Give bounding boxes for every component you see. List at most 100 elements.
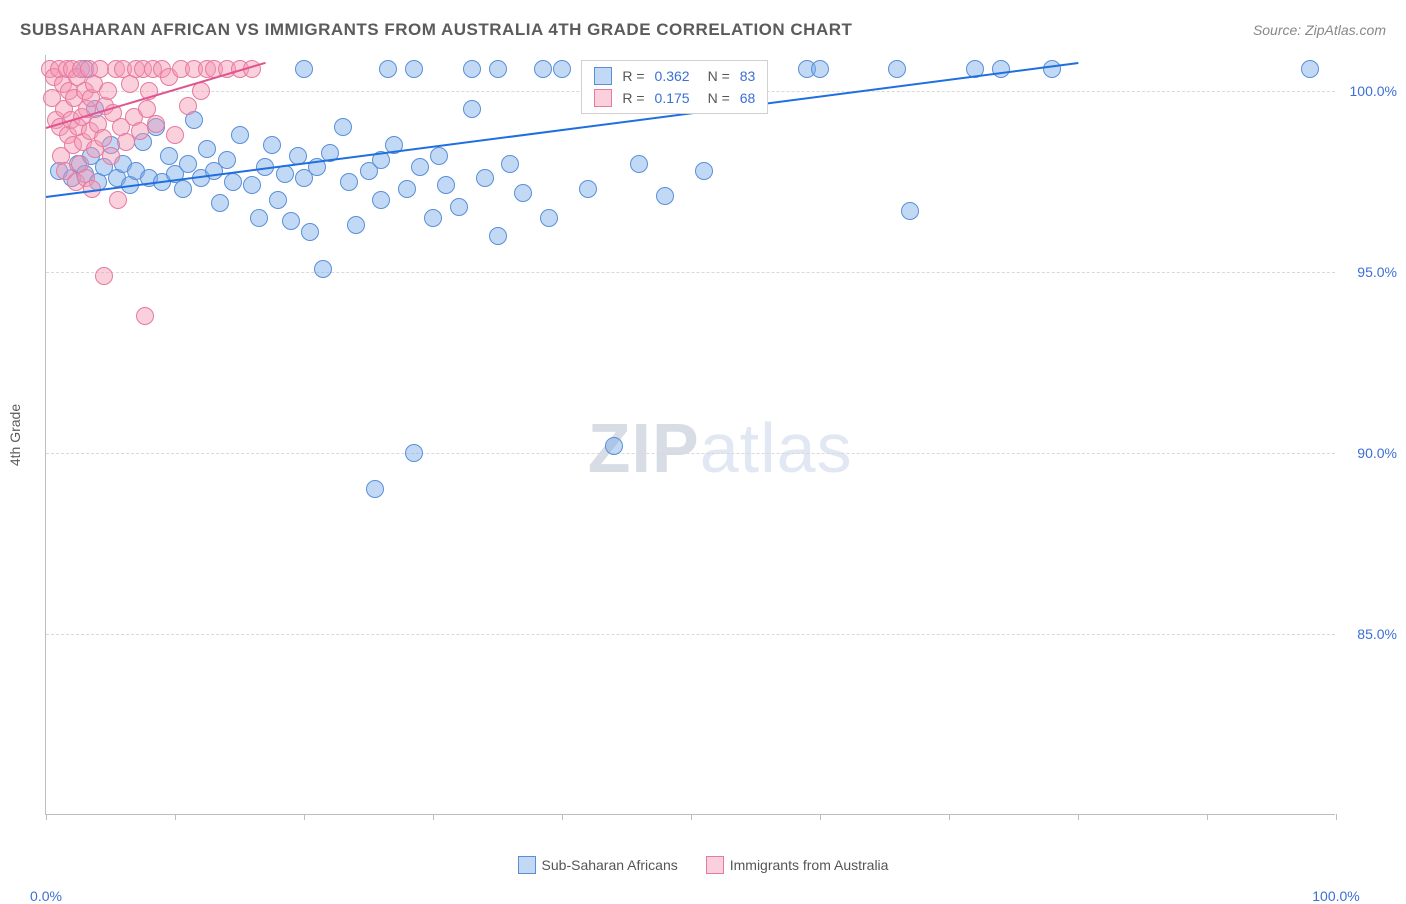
data-point — [282, 212, 300, 230]
plot-region: ZIPatlas 85.0%90.0%95.0%100.0%0.0%100.0%… — [45, 55, 1335, 815]
data-point — [269, 191, 287, 209]
data-point — [489, 227, 507, 245]
legend-stats: R =0.362N =83R =0.175N =68 — [581, 60, 768, 114]
data-point — [347, 216, 365, 234]
data-point — [901, 202, 919, 220]
watermark: ZIPatlas — [588, 408, 853, 488]
data-point — [372, 191, 390, 209]
n-value: 83 — [740, 68, 756, 84]
x-tick — [304, 814, 305, 820]
data-point — [888, 60, 906, 78]
n-value: 68 — [740, 90, 756, 106]
legend-swatch — [594, 67, 612, 85]
data-point — [99, 82, 117, 100]
data-point — [136, 307, 154, 325]
data-point — [992, 60, 1010, 78]
data-point — [109, 191, 127, 209]
legend-label: Immigrants from Australia — [730, 857, 889, 873]
gridline — [46, 453, 1335, 454]
data-point — [463, 100, 481, 118]
data-point — [398, 180, 416, 198]
n-label: N = — [708, 90, 730, 106]
n-label: N = — [708, 68, 730, 84]
data-point — [1043, 60, 1061, 78]
data-point — [430, 147, 448, 165]
legend-swatch — [594, 89, 612, 107]
data-point — [334, 118, 352, 136]
y-tick-label: 100.0% — [1342, 83, 1397, 99]
data-point — [179, 97, 197, 115]
x-tick — [433, 814, 434, 820]
x-tick — [949, 814, 950, 820]
data-point — [450, 198, 468, 216]
data-point — [166, 126, 184, 144]
x-tick — [1207, 814, 1208, 820]
legend-stats-row: R = 0.175 N = 68 — [590, 87, 759, 109]
data-point — [811, 60, 829, 78]
legend-item: Sub-Saharan Africans — [518, 856, 678, 874]
data-point — [301, 223, 319, 241]
y-tick-label: 85.0% — [1342, 626, 1397, 642]
data-point — [231, 126, 249, 144]
data-point — [424, 209, 442, 227]
data-point — [243, 176, 261, 194]
data-point — [553, 60, 571, 78]
x-tick — [46, 814, 47, 820]
legend-item: Immigrants from Australia — [706, 856, 889, 874]
r-value: 0.175 — [655, 90, 690, 106]
y-axis-label: 4th Grade — [7, 404, 23, 466]
data-point — [405, 444, 423, 462]
data-point — [314, 260, 332, 278]
legend-stats-row: R =0.362N =83 — [590, 65, 759, 87]
gridline — [46, 634, 1335, 635]
y-tick-label: 90.0% — [1342, 445, 1397, 461]
data-point — [411, 158, 429, 176]
x-tick-label: 100.0% — [1312, 888, 1359, 904]
data-point — [198, 140, 216, 158]
data-point — [263, 136, 281, 154]
data-point — [160, 147, 178, 165]
chart-area: 4th Grade ZIPatlas 85.0%90.0%95.0%100.0%… — [45, 55, 1335, 815]
data-point — [95, 267, 113, 285]
data-point — [179, 155, 197, 173]
data-point — [147, 115, 165, 133]
data-point — [379, 60, 397, 78]
data-point — [250, 209, 268, 227]
data-point — [501, 155, 519, 173]
data-point — [437, 176, 455, 194]
watermark-rest: atlas — [700, 409, 853, 487]
data-point — [579, 180, 597, 198]
data-point — [218, 151, 236, 169]
gridline — [46, 272, 1335, 273]
legend-label: Sub-Saharan Africans — [542, 857, 678, 873]
x-tick — [1078, 814, 1079, 820]
data-point — [295, 60, 313, 78]
x-tick — [1336, 814, 1337, 820]
data-point — [174, 180, 192, 198]
legend-bottom: Sub-Saharan Africans Immigrants from Aust… — [0, 856, 1406, 874]
data-point — [514, 184, 532, 202]
y-tick-label: 95.0% — [1342, 264, 1397, 280]
r-label: R = — [622, 90, 644, 106]
legend-swatch — [706, 856, 724, 874]
x-tick — [691, 814, 692, 820]
data-point — [605, 437, 623, 455]
data-point — [1301, 60, 1319, 78]
x-tick — [562, 814, 563, 820]
legend-swatch — [518, 856, 536, 874]
chart-title: SUBSAHARAN AFRICAN VS IMMIGRANTS FROM AU… — [20, 20, 852, 40]
data-point — [276, 165, 294, 183]
data-point — [540, 209, 558, 227]
x-tick — [175, 814, 176, 820]
data-point — [630, 155, 648, 173]
x-tick — [820, 814, 821, 820]
chart-header: SUBSAHARAN AFRICAN VS IMMIGRANTS FROM AU… — [20, 20, 1386, 40]
data-point — [695, 162, 713, 180]
data-point — [534, 60, 552, 78]
data-point — [405, 60, 423, 78]
data-point — [340, 173, 358, 191]
r-label: R = — [622, 68, 644, 84]
data-point — [476, 169, 494, 187]
x-tick-label: 0.0% — [30, 888, 62, 904]
data-point — [463, 60, 481, 78]
